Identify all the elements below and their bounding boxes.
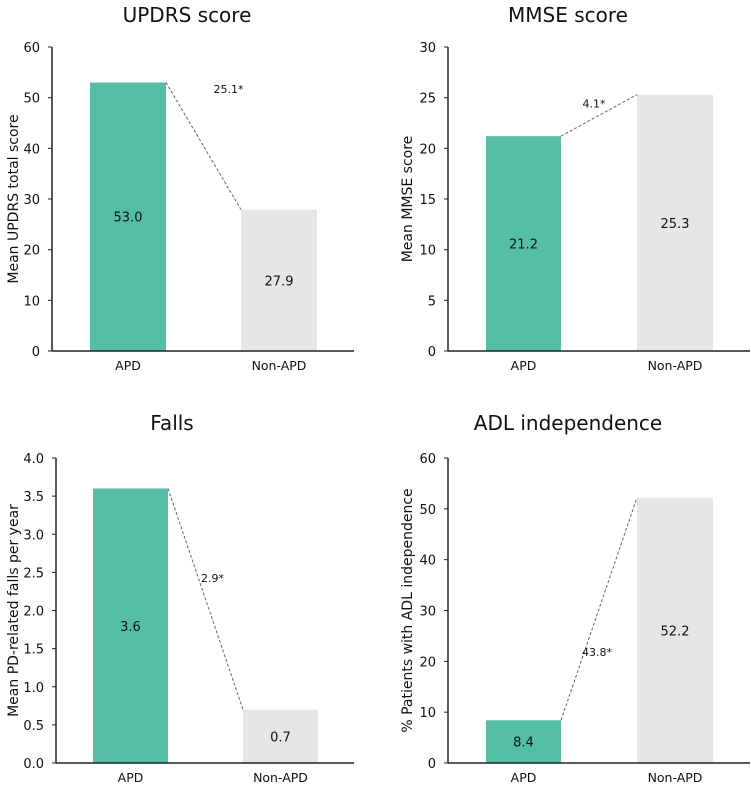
chart-panel-1: UPDRS score Mean UPDRS total score 25.1* 53… [6, 3, 354, 373]
value-label-non-apd: 52.2 [661, 624, 690, 639]
difference-connector [167, 488, 244, 710]
difference-label: 43.8* [582, 646, 612, 659]
difference-connector [560, 94, 638, 137]
y-axis-label: % Patients with ADL independence [400, 488, 416, 732]
y-tick-label: 1.0 [23, 681, 44, 696]
bar-apd [486, 136, 561, 351]
value-label-non-apd: 25.3 [661, 217, 690, 232]
y-tick-label: 2.5 [23, 566, 44, 581]
bar-non-apd [637, 497, 713, 763]
y-tick-label: 30 [419, 41, 436, 56]
value-label-apd: 21.2 [509, 238, 538, 253]
chart-title: Falls [150, 411, 193, 435]
x-tick-label: APD [511, 770, 537, 785]
y-tick-label: 10 [419, 706, 436, 721]
x-tick-label: Non-APD [648, 358, 703, 373]
y-tick-label: 10 [419, 244, 436, 259]
value-label-non-apd: 27.9 [265, 274, 294, 289]
chart-panel-4: ADL independence % Patients with ADL inde… [400, 411, 750, 785]
chart-title: UPDRS score [123, 3, 252, 27]
y-tick-label: 40 [419, 554, 436, 569]
x-tick-label: Non-APD [252, 358, 307, 373]
y-tick-label: 4.0 [23, 452, 44, 467]
y-axis-label: Mean UPDRS total score [6, 114, 22, 283]
y-axis-label: Mean PD-related falls per year [6, 504, 22, 717]
x-tick-label: APD [118, 770, 144, 785]
y-tick-label: 0.5 [23, 719, 44, 734]
y-tick-label: 1.5 [23, 643, 44, 658]
y-tick-label: 30 [419, 605, 436, 620]
y-tick-label: 0 [32, 345, 40, 360]
y-tick-label: 0 [428, 757, 436, 772]
y-tick-label: 40 [23, 142, 40, 157]
y-tick-label: 30 [23, 193, 40, 208]
bar-apd [486, 720, 561, 763]
value-label-apd: 53.0 [114, 211, 143, 226]
y-tick-label: 2.0 [23, 605, 44, 620]
y-tick-label: 50 [419, 503, 436, 518]
chart-panel-2: MMSE score Mean MMSE score 4.1* 21.2 25.3 0 5 1… [400, 3, 750, 373]
y-tick-label: 0 [428, 345, 436, 360]
y-tick-label: 3.0 [23, 528, 44, 543]
y-tick-label: 25 [419, 92, 436, 107]
y-axis-label: Mean MMSE score [400, 136, 416, 263]
value-label-apd: 3.6 [120, 620, 141, 635]
difference-label: 4.1* [583, 97, 606, 110]
y-tick-label: 50 [23, 92, 40, 107]
bar-non-apd [241, 209, 317, 351]
difference-label: 25.1* [214, 83, 244, 96]
y-tick-label: 60 [23, 41, 40, 56]
bar-apd [90, 82, 166, 351]
difference-connector [560, 497, 638, 721]
x-tick-label: Non-APD [253, 770, 308, 785]
y-tick-label: 15 [419, 193, 436, 208]
y-tick-label: 20 [23, 244, 40, 259]
difference-label: 2.9* [201, 572, 224, 585]
y-tick-label: 3.5 [23, 490, 44, 505]
x-tick-label: Non-APD [648, 770, 703, 785]
y-tick-label: 5 [428, 294, 436, 309]
y-tick-label: 20 [419, 142, 436, 157]
x-tick-label: APD [115, 358, 141, 373]
x-tick-label: APD [511, 358, 537, 373]
bar-non-apd [637, 94, 713, 352]
bar-non-apd [243, 709, 318, 763]
y-tick-label: 60 [419, 452, 436, 467]
chart-title: MMSE score [508, 3, 628, 27]
difference-connector [165, 82, 242, 210]
value-label-apd: 8.4 [513, 736, 534, 751]
y-tick-label: 0.0 [23, 757, 44, 772]
bar-apd [93, 488, 168, 763]
y-tick-label: 20 [419, 655, 436, 670]
chart-panel-3: Falls Mean PD-related falls per year 2.9* 3… [6, 411, 354, 785]
y-tick-label: 10 [23, 294, 40, 309]
chart-title: ADL independence [474, 411, 662, 435]
value-label-non-apd: 0.7 [270, 730, 291, 745]
